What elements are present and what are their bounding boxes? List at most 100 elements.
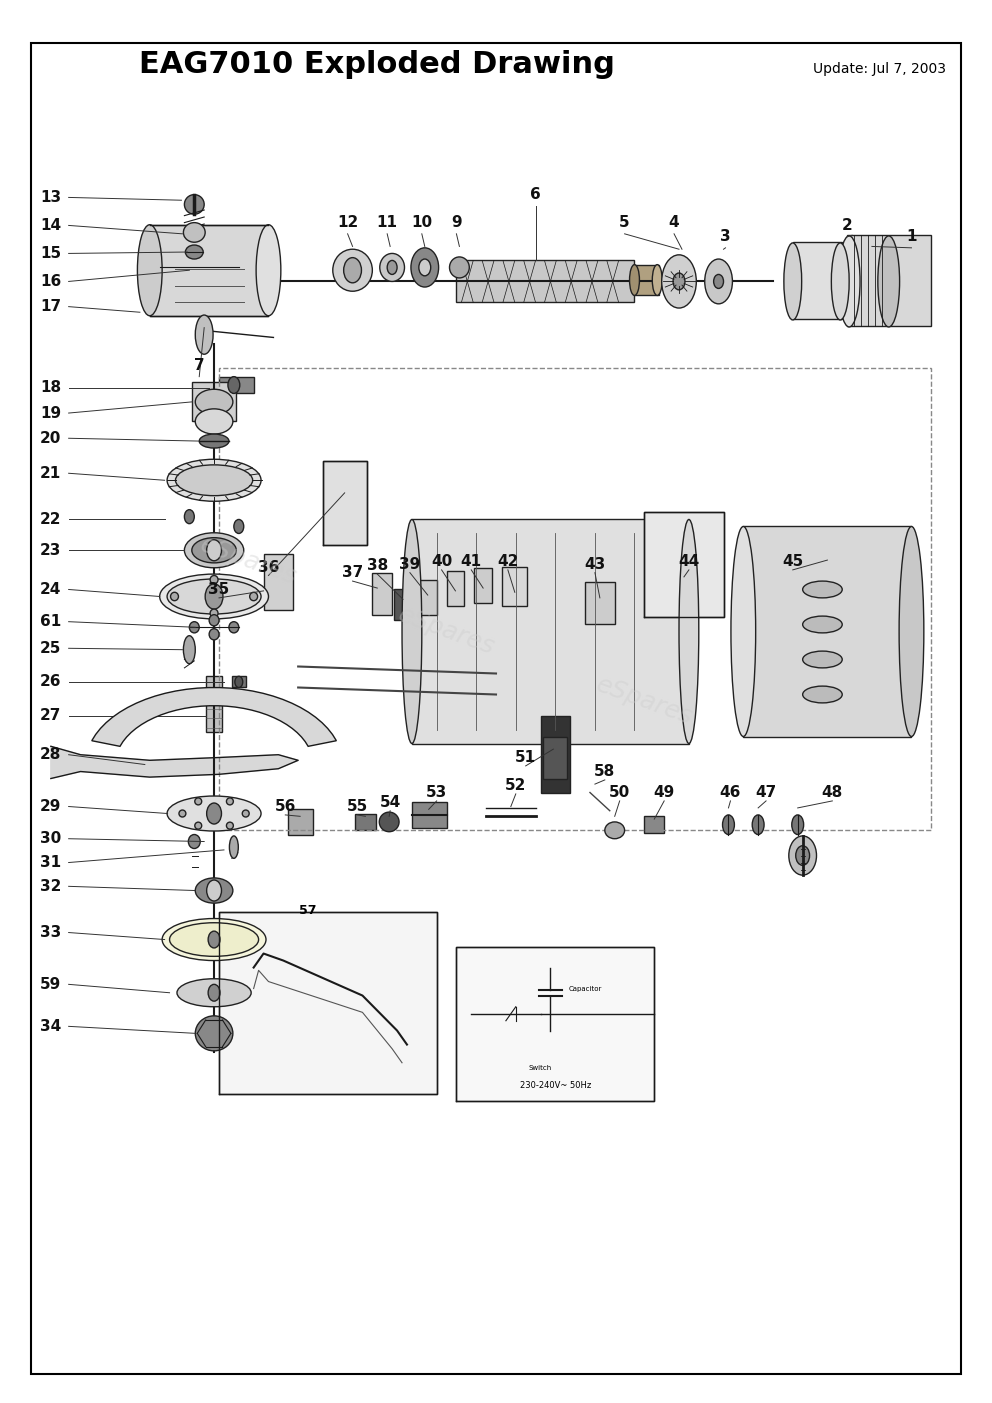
Bar [354, 814, 376, 831]
Bar [645, 817, 665, 833]
Text: 20: 20 [40, 431, 62, 446]
Ellipse shape [179, 810, 186, 817]
Ellipse shape [803, 686, 842, 703]
Bar [456, 261, 635, 303]
Text: 29: 29 [40, 800, 62, 814]
Ellipse shape [167, 579, 261, 615]
Text: 61: 61 [41, 615, 62, 629]
Text: EAG7010 Exploded Drawing: EAG7010 Exploded Drawing [139, 51, 615, 79]
Ellipse shape [803, 581, 842, 598]
Text: eSpares: eSpares [593, 673, 696, 730]
Bar [502, 567, 527, 606]
Ellipse shape [167, 459, 261, 501]
Text: 18: 18 [41, 380, 62, 396]
Ellipse shape [208, 985, 220, 1002]
Bar [635, 265, 660, 296]
Text: 44: 44 [679, 554, 699, 570]
Text: 36: 36 [258, 560, 279, 575]
Ellipse shape [171, 592, 179, 600]
Ellipse shape [229, 836, 238, 859]
Ellipse shape [343, 258, 361, 283]
Ellipse shape [803, 651, 842, 668]
Text: 45: 45 [782, 554, 804, 570]
Text: 58: 58 [594, 765, 615, 779]
Text: 43: 43 [584, 557, 605, 572]
Bar [289, 810, 313, 835]
Bar [412, 519, 688, 744]
Ellipse shape [226, 822, 233, 829]
Ellipse shape [206, 880, 221, 901]
Ellipse shape [205, 584, 223, 609]
Ellipse shape [419, 260, 431, 276]
Text: 7: 7 [193, 358, 204, 373]
Ellipse shape [170, 923, 259, 957]
Text: 4: 4 [669, 215, 680, 230]
Text: 48: 48 [821, 786, 843, 800]
Ellipse shape [256, 224, 281, 316]
Ellipse shape [160, 574, 269, 619]
Ellipse shape [234, 519, 244, 533]
Text: 16: 16 [41, 274, 62, 289]
Text: eSpares: eSpares [197, 533, 301, 591]
Text: 15: 15 [41, 246, 62, 261]
Ellipse shape [792, 815, 804, 835]
Ellipse shape [803, 616, 842, 633]
Ellipse shape [186, 246, 203, 260]
Text: 10: 10 [412, 215, 433, 230]
Ellipse shape [731, 526, 756, 737]
Text: 28: 28 [40, 748, 62, 762]
Ellipse shape [185, 533, 244, 568]
Text: 42: 42 [497, 554, 519, 570]
Ellipse shape [449, 257, 469, 278]
Ellipse shape [195, 408, 233, 434]
Text: 59: 59 [41, 976, 62, 992]
Ellipse shape [194, 822, 201, 829]
Ellipse shape [235, 676, 243, 687]
Text: 35: 35 [208, 582, 229, 598]
Bar [219, 368, 931, 831]
Text: 51: 51 [515, 751, 537, 765]
Text: 230-240V~ 50Hz: 230-240V~ 50Hz [520, 1080, 591, 1090]
Text: 9: 9 [451, 215, 461, 230]
Bar [585, 582, 615, 624]
Text: 52: 52 [505, 779, 527, 793]
Text: Capacitor: Capacitor [568, 986, 601, 992]
Text: 31: 31 [41, 854, 62, 870]
Text: 12: 12 [337, 215, 358, 230]
Bar [192, 382, 236, 421]
Text: 11: 11 [377, 215, 398, 230]
Ellipse shape [195, 878, 233, 904]
Ellipse shape [195, 316, 213, 354]
Text: 3: 3 [720, 229, 731, 244]
Ellipse shape [380, 254, 405, 282]
Text: Switch: Switch [529, 1065, 553, 1070]
Text: 19: 19 [41, 405, 62, 421]
Text: 55: 55 [347, 800, 368, 814]
Ellipse shape [209, 629, 219, 640]
Ellipse shape [167, 796, 261, 831]
Text: 57: 57 [300, 905, 316, 918]
Text: 39: 39 [400, 557, 421, 572]
Ellipse shape [210, 575, 218, 584]
Ellipse shape [162, 919, 266, 961]
Text: eSpares: eSpares [395, 603, 498, 659]
Ellipse shape [229, 622, 239, 633]
Text: 37: 37 [342, 565, 363, 581]
Text: 46: 46 [720, 786, 741, 800]
Text: 47: 47 [756, 786, 777, 800]
Ellipse shape [138, 224, 162, 316]
Ellipse shape [379, 812, 399, 832]
Text: Update: Jul 7, 2003: Update: Jul 7, 2003 [812, 62, 945, 76]
Ellipse shape [210, 609, 218, 617]
Ellipse shape [653, 265, 663, 296]
Bar [206, 676, 222, 732]
Bar [474, 568, 492, 603]
Ellipse shape [673, 274, 684, 290]
Ellipse shape [605, 822, 625, 839]
Polygon shape [51, 746, 299, 779]
Text: 38: 38 [367, 558, 388, 574]
Ellipse shape [242, 810, 249, 817]
Ellipse shape [206, 803, 221, 824]
Ellipse shape [209, 615, 219, 626]
Bar [544, 737, 567, 779]
